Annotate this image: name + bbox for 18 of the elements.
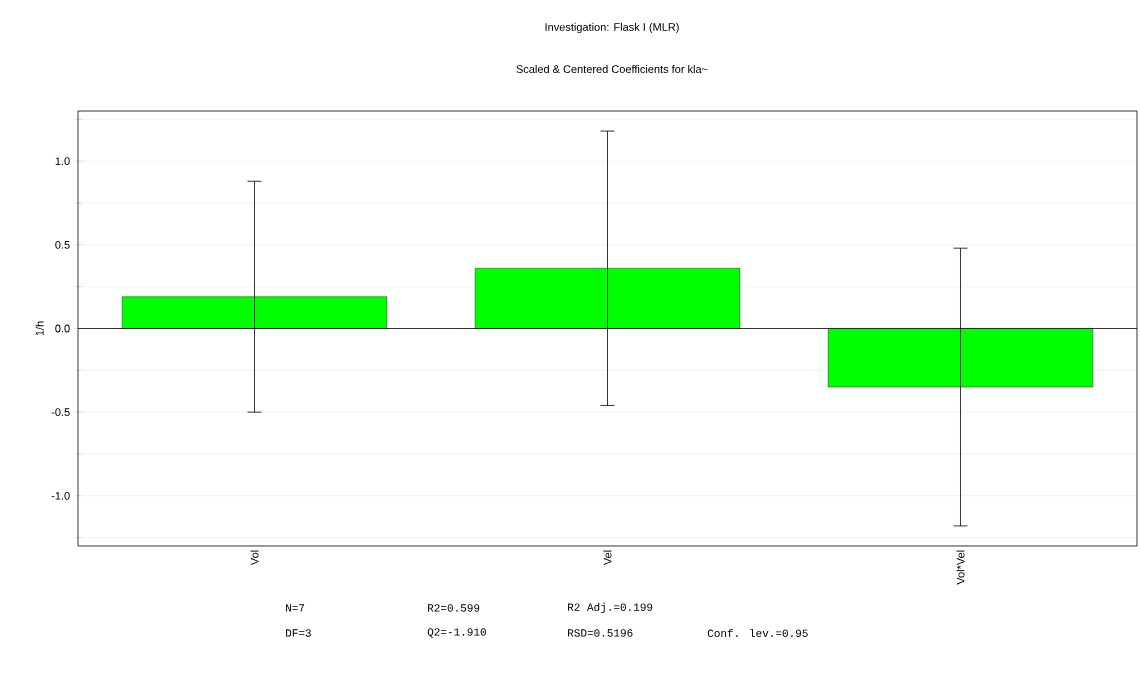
text: Q2=-1.910 <box>427 628 486 638</box>
text: N=7 <box>286 604 305 612</box>
y-tick-label: 0.5 <box>55 240 70 249</box>
x-tick-label: Vol*Vel <box>956 550 965 585</box>
x-tick-label: Vol <box>250 550 259 566</box>
chart-title: Investigation: Flask I (MLR) <box>545 22 679 34</box>
y-tick-label: -0.5 <box>51 408 70 417</box>
x-tick-label: Vel <box>603 550 612 566</box>
y-tick-label: -1.0 <box>51 491 70 500</box>
y-tick-label: 0.0 <box>55 324 70 333</box>
y-tick-label: 1.0 <box>55 157 70 166</box>
text: R2 Adj.=0.199 <box>568 602 653 614</box>
chart-subtitle: Scaled & Centered Coefficients for kla~ <box>516 64 708 74</box>
text: DF=3 <box>286 629 311 637</box>
text: Conf. lev.=0.95 <box>707 628 808 638</box>
y-axis-title: 1/h <box>35 321 44 336</box>
text: R2=0.599 <box>428 604 480 612</box>
text: RSD=0.5196 <box>568 629 633 637</box>
